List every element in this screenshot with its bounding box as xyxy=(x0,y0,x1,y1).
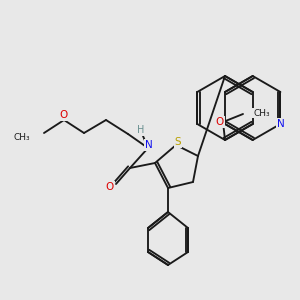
Text: O: O xyxy=(216,117,224,127)
Text: CH₃: CH₃ xyxy=(14,134,30,142)
Text: O: O xyxy=(59,110,67,120)
Text: N: N xyxy=(145,140,153,150)
Text: S: S xyxy=(175,137,181,147)
Text: H: H xyxy=(137,125,145,135)
Text: O: O xyxy=(106,182,114,192)
Text: N: N xyxy=(277,119,284,129)
Text: CH₃: CH₃ xyxy=(253,109,270,118)
